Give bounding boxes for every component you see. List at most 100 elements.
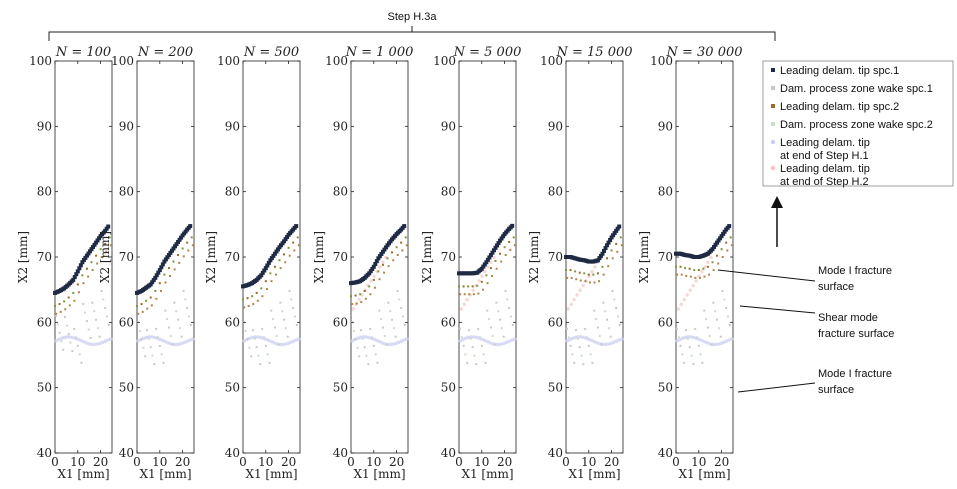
h1-tip-point: [297, 337, 301, 341]
h1-tip-point: [366, 335, 371, 340]
wake-point: [694, 327, 697, 330]
h1-tip-point: [103, 339, 108, 343]
h2-tip-point: [477, 279, 481, 283]
wake-point: [618, 323, 621, 326]
tip-spc1-point: [86, 251, 91, 256]
tip-spc2-point: [688, 267, 691, 270]
tip-spc2-point: [486, 282, 489, 285]
tip-spc1-point: [603, 246, 608, 251]
wake-point: [681, 353, 684, 356]
h1-tip-point: [399, 339, 404, 343]
h1-tip-point: [609, 341, 613, 346]
wake-point: [270, 309, 273, 312]
tip-spc2-point: [283, 253, 286, 256]
wake-point: [361, 337, 364, 340]
tip-spc1-point: [368, 269, 373, 274]
y-tick-label: 50: [441, 381, 456, 395]
h2-tip-point: [465, 297, 469, 302]
tip-spc2-point: [109, 244, 112, 247]
h1-tip-point: [482, 338, 487, 343]
tip-spc1-point: [491, 248, 496, 253]
legend-entry: Leading delam. tip spc.2: [771, 101, 899, 113]
tip-spc2-point: [355, 302, 358, 305]
wake-point: [64, 316, 67, 319]
tip-spc1-point: [165, 255, 170, 260]
wake-point: [565, 327, 568, 330]
tip-spc2-point: [246, 297, 249, 300]
annotation-text: Shear mode: [818, 312, 878, 324]
tip-spc1-point: [275, 247, 280, 252]
h1-tip-point: [68, 335, 72, 339]
tip-spc1-point: [496, 241, 501, 246]
wake-point: [723, 298, 726, 301]
legend-label: Leading delam. tip: [780, 137, 870, 149]
x-tick-label: 20: [281, 455, 296, 469]
wake-point: [721, 289, 724, 292]
h1-tip-point: [174, 342, 179, 347]
wake-point: [380, 318, 383, 321]
tip-spc2-point: [296, 236, 299, 239]
tip-spc1-point: [262, 268, 267, 273]
h1-tip-point: [98, 341, 102, 346]
tip-spc2-point: [702, 267, 705, 270]
h1-tip-point: [573, 335, 578, 340]
tip-spc2-point: [85, 267, 88, 270]
tip-spc2-point: [574, 270, 577, 273]
tip-spc1-point: [383, 245, 388, 250]
y-tick-label: 40: [333, 446, 348, 460]
h1-tip-point: [291, 339, 296, 343]
tip-spc2-point: [565, 269, 567, 272]
y-tick-label: 70: [225, 250, 240, 264]
wake-point: [686, 337, 689, 340]
tip-spc1-point: [370, 266, 375, 271]
h1-tip-point: [288, 340, 293, 345]
x-axis-label: X1 [mm]: [568, 467, 620, 481]
wake-point: [250, 355, 253, 358]
h1-tip-point: [603, 342, 608, 347]
wake-point: [575, 329, 578, 332]
tip-spc1-point: [609, 235, 614, 240]
h1-tip-point: [396, 340, 401, 345]
h1-tip-point: [92, 342, 97, 347]
tip-spc1-point: [716, 238, 721, 243]
wake-point: [253, 337, 256, 340]
wake-point: [367, 363, 370, 366]
tip-spc1-point: [294, 224, 299, 229]
wake-point: [356, 346, 359, 349]
wake-point: [184, 298, 187, 301]
wake-point: [600, 343, 603, 346]
tip-spc1-point: [367, 271, 372, 276]
tip-spc2-point: [146, 307, 149, 310]
wake-point: [262, 336, 265, 339]
y-tick-label: 90: [548, 119, 563, 133]
h2-tip-point: [685, 293, 689, 297]
tip-spc2-point: [489, 267, 492, 270]
wake-point: [708, 335, 711, 338]
wake-point: [571, 353, 574, 356]
tip-spc2-point: [396, 254, 399, 257]
tip-spc2-point: [495, 267, 498, 270]
tip-spc1-point: [617, 224, 622, 229]
wake-point: [683, 361, 686, 364]
tip-spc2-point: [685, 274, 688, 277]
wake-point: [146, 329, 149, 332]
annotation-leader: [717, 269, 816, 282]
tip-spc1-point: [373, 261, 378, 266]
x-tick-label: 0: [51, 455, 59, 469]
h1-tip-point: [488, 341, 493, 345]
y-tick-label: 70: [333, 250, 348, 264]
tip-spc2-point: [155, 297, 158, 300]
h1-tip-point: [377, 339, 382, 344]
tip-spc1-point: [176, 239, 181, 244]
annotation: Mode I fracture surface: [717, 265, 892, 293]
h1-tip-point: [188, 338, 192, 342]
axis-ticks: 40 50 60 70 80 90 100 0 10 20: [650, 54, 733, 469]
annotation-text: fracture surface: [818, 328, 894, 340]
tip-spc1-point: [171, 246, 176, 251]
tip-spc2-point: [163, 273, 166, 276]
tip-spc2-point: [54, 305, 56, 307]
wake-point: [508, 306, 511, 309]
h1-tip-point: [380, 341, 385, 345]
